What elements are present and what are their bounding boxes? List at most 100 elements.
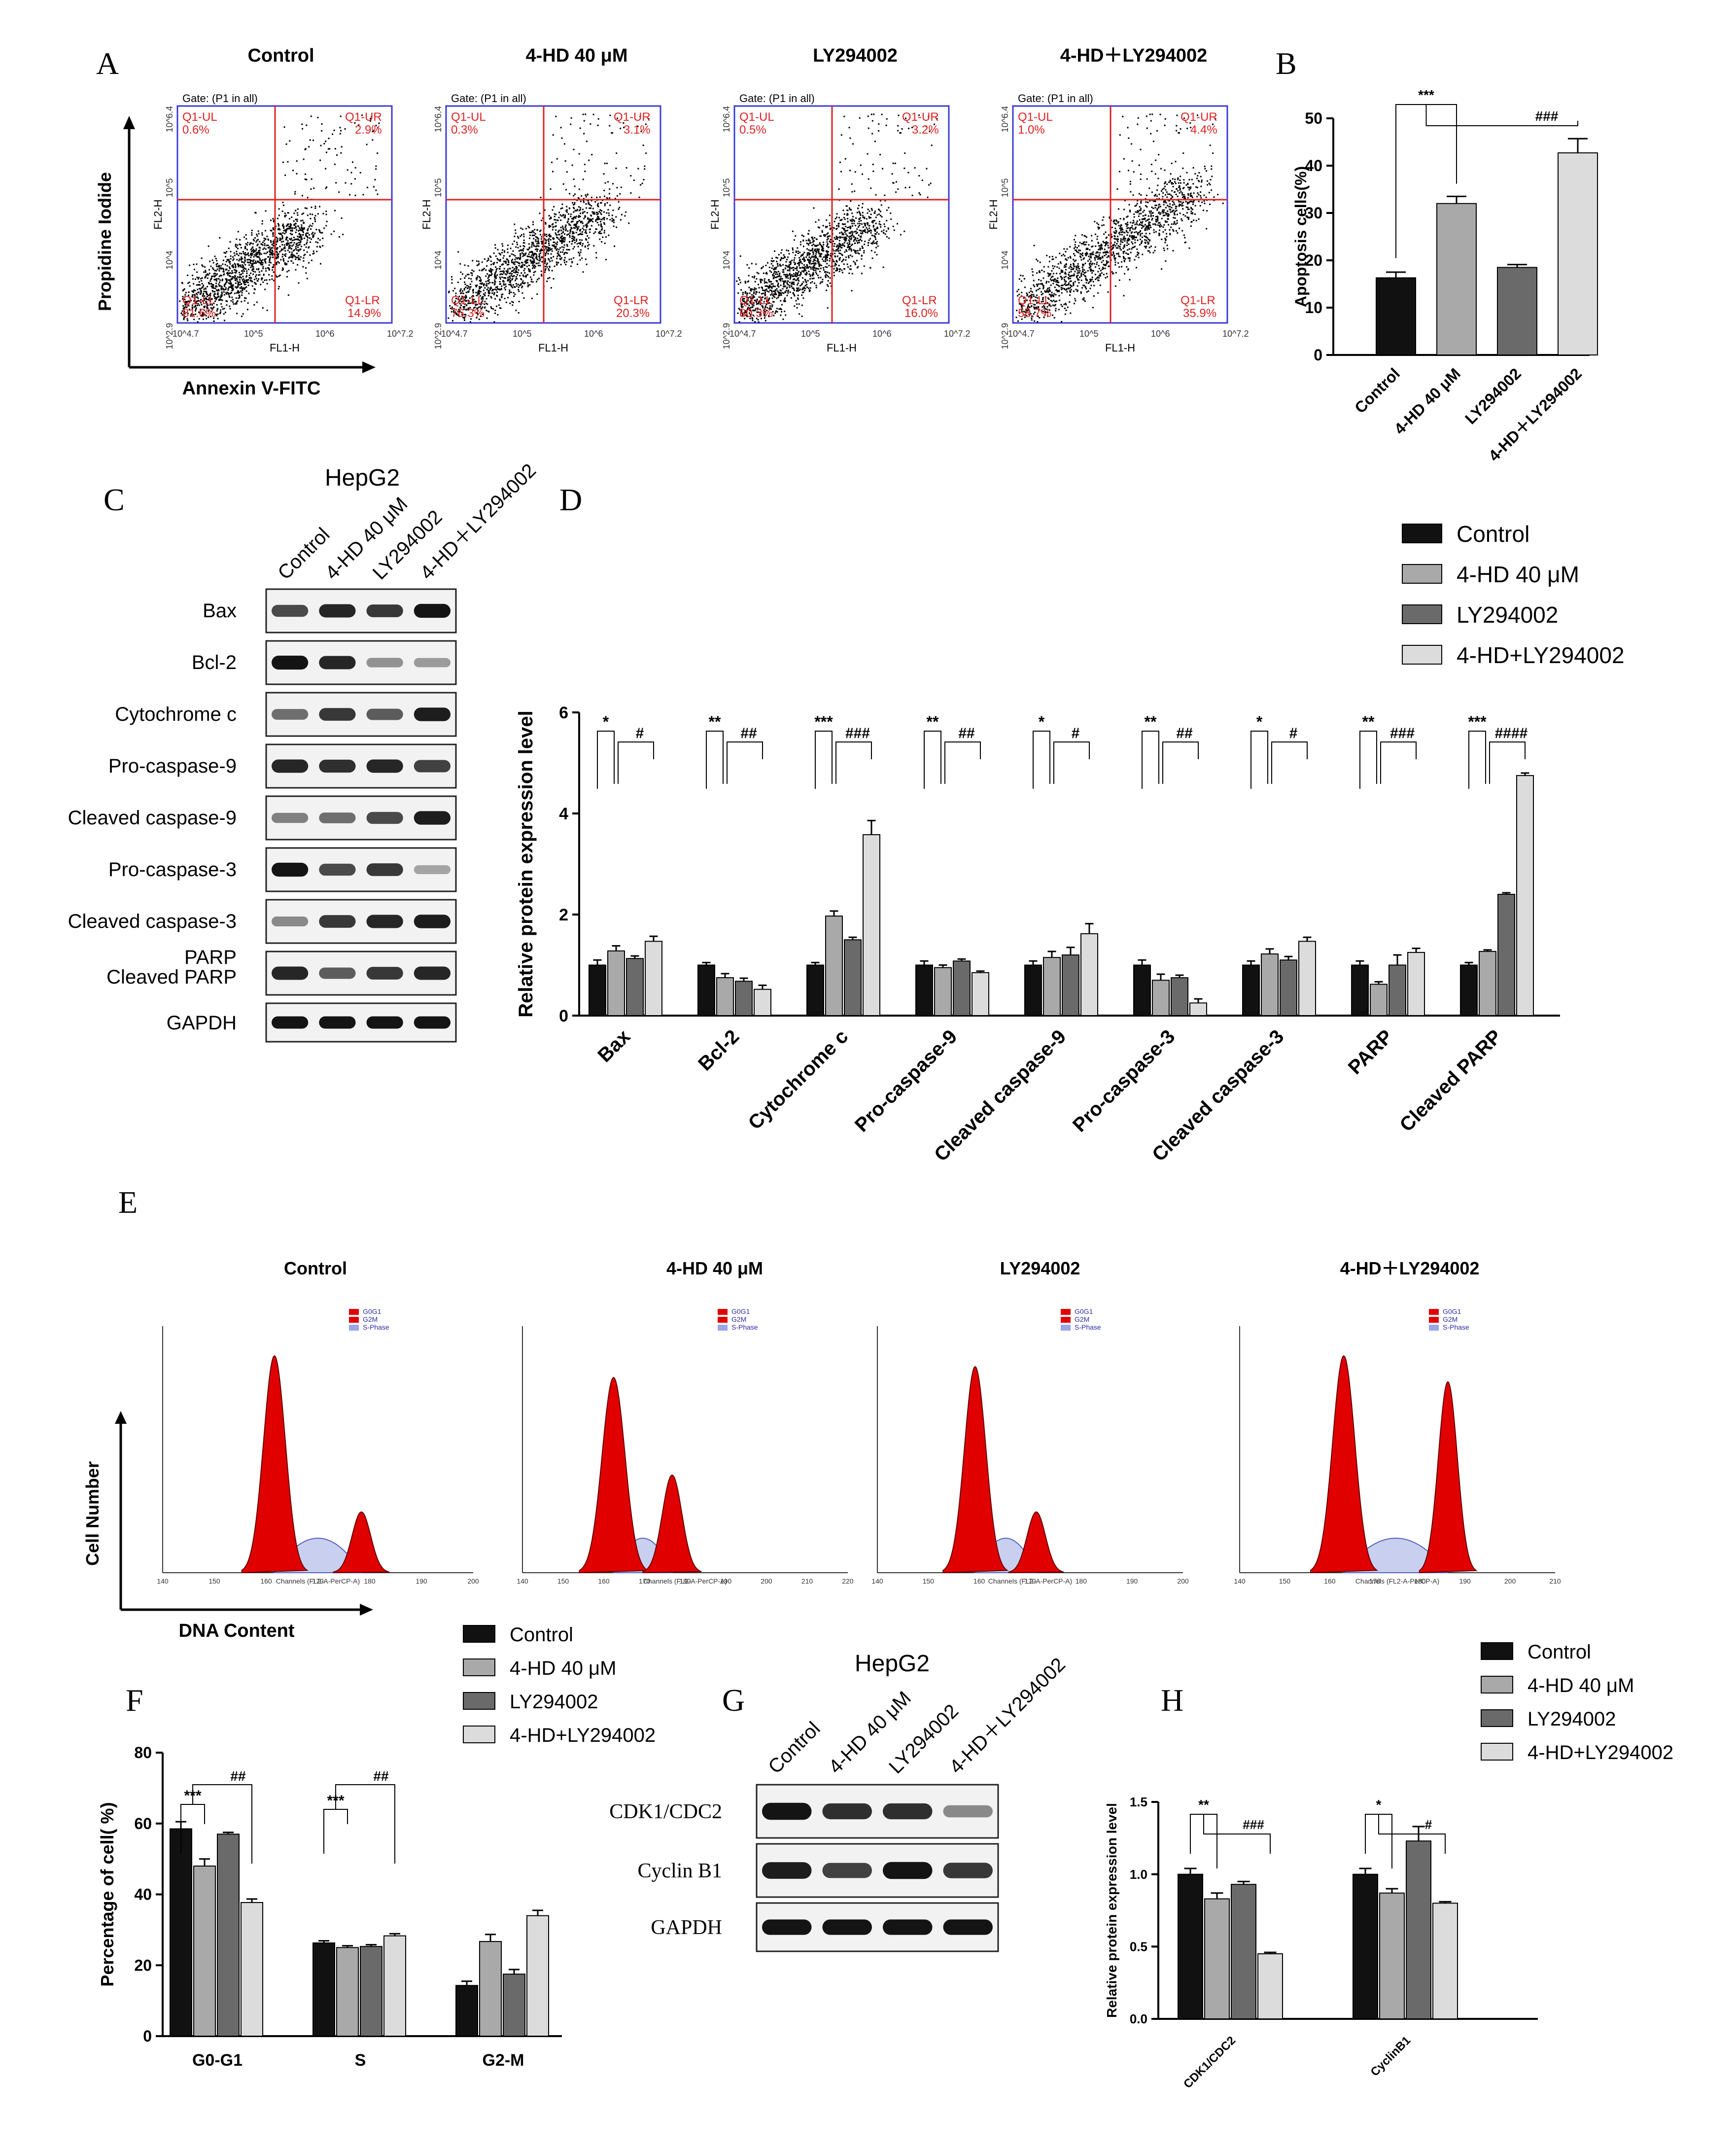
flow-dot	[278, 208, 280, 210]
flow-dot	[874, 237, 876, 238]
flow-dot	[781, 292, 783, 294]
flow-y-tick: 10^2.9	[165, 323, 174, 350]
flow-dot	[613, 225, 615, 227]
flow-dot	[589, 207, 590, 209]
flow-dot	[294, 256, 296, 258]
flow-dot	[531, 297, 533, 299]
flow-dot	[804, 287, 806, 289]
flow-dot	[796, 275, 798, 277]
flow-dot	[478, 286, 480, 288]
flow-dot	[182, 305, 184, 307]
flow-dot	[827, 285, 829, 287]
flow-dot	[609, 197, 611, 199]
flow-dot	[298, 259, 300, 260]
flow-dot	[484, 301, 486, 303]
flow-dot	[755, 308, 757, 310]
flow-dot	[261, 220, 263, 222]
flow-dot	[823, 234, 825, 236]
flow-dot	[184, 316, 186, 317]
flow-dot	[799, 244, 801, 246]
flow-dot	[789, 261, 791, 263]
flow-dot	[192, 295, 193, 297]
flow-dot	[270, 251, 272, 253]
flow-dot	[853, 222, 855, 224]
flow-dot	[229, 293, 231, 295]
flow-dot	[880, 204, 882, 206]
flow-dot	[516, 268, 518, 270]
flow-dot	[625, 211, 627, 213]
flow-dot	[825, 254, 827, 256]
flow-dot	[475, 304, 477, 306]
flow-dot	[277, 240, 278, 241]
flow-dot	[205, 311, 207, 313]
flow-dot	[465, 291, 467, 293]
flow-dot	[509, 268, 511, 270]
flow-dot	[858, 234, 860, 236]
flow-dot	[530, 231, 532, 233]
flow-dot	[311, 259, 312, 261]
flow-dot	[559, 241, 561, 242]
flow-dot	[562, 238, 564, 240]
flow-dot	[616, 152, 618, 154]
flow-dot	[472, 309, 474, 311]
flow-dot	[479, 288, 481, 289]
flow-dot	[370, 120, 371, 122]
flow-dot	[281, 235, 283, 237]
flow-dot	[281, 244, 283, 246]
flow-dot	[573, 239, 575, 240]
flow-dot	[1146, 178, 1148, 180]
flow-dot	[793, 259, 795, 261]
flow-dot	[827, 253, 829, 255]
flow-dot	[268, 269, 270, 271]
flow-dot	[771, 306, 773, 308]
flow-dot	[188, 282, 190, 283]
flow-dot	[509, 279, 510, 281]
flow-dot	[228, 273, 230, 275]
flow-dot	[536, 262, 538, 264]
flow-dot	[1121, 227, 1123, 229]
flow-dot	[1186, 203, 1188, 205]
flow-dot	[563, 241, 565, 243]
flow-dot	[462, 273, 463, 275]
flow-dot	[748, 297, 749, 299]
flow-dot	[475, 286, 477, 287]
flow-dot	[284, 247, 286, 249]
flow-dot	[837, 247, 839, 248]
flow-dot	[261, 270, 263, 272]
flow-dot	[851, 231, 853, 233]
flow-dot	[809, 278, 811, 280]
flow-dot	[230, 282, 232, 284]
flow-dot	[757, 307, 759, 309]
flow-dot	[777, 282, 779, 284]
flow-dot	[749, 310, 751, 312]
flow-dot	[566, 252, 568, 254]
flow-dot	[238, 292, 240, 294]
flow-dot	[792, 276, 794, 278]
flow-dot	[298, 233, 300, 235]
flow-dot	[1099, 274, 1101, 275]
flow-dot	[871, 234, 873, 236]
flow-dot	[184, 294, 186, 296]
flow-dot	[569, 230, 571, 232]
flow-dot	[783, 283, 785, 285]
flow-dot	[537, 240, 539, 242]
flow-dot	[217, 292, 219, 294]
flow-dot	[226, 304, 228, 306]
flow-dot	[764, 297, 766, 299]
flow-dot	[216, 289, 217, 291]
flow-dot	[595, 252, 597, 254]
flow-dot	[282, 232, 284, 234]
flow-dot	[511, 273, 513, 275]
flow-dot	[752, 298, 754, 299]
flow-dot	[556, 261, 557, 263]
flow-dot	[758, 321, 760, 323]
flow-dot	[779, 273, 781, 274]
flow-dot	[1136, 212, 1138, 213]
flow-dot	[848, 246, 849, 248]
flow-dot	[1096, 261, 1098, 263]
flow-dot	[464, 319, 465, 321]
flow-dot	[865, 225, 866, 227]
flow-dot	[190, 300, 192, 302]
flow-dot	[270, 240, 272, 242]
flow-dot	[587, 235, 589, 237]
